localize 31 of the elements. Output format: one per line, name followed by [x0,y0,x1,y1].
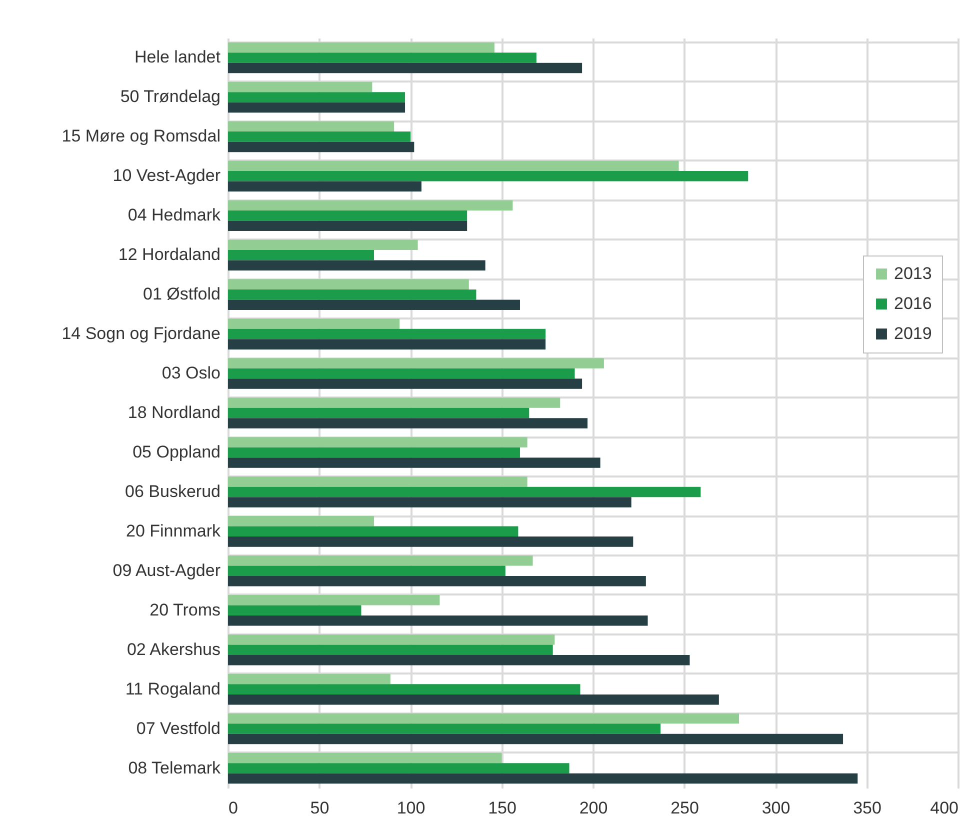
y-tick-label: 03 Oslo [162,364,220,383]
y-tick-label: 11 Rogaland [125,679,220,698]
y-tick-label: 04 Hedmark [128,206,221,225]
y-tick-label: 18 Nordland [128,403,220,422]
x-tick-label: 400 [930,798,958,818]
y-tick-label: 05 Oppland [132,442,220,462]
y-tick-label: 01 Østfold [143,284,220,304]
y-tick-label: 12 Hordaland [118,245,220,264]
y-tick-label: 10 Vest-Agder [112,166,221,186]
y-tick-label: 07 Vestfold [136,718,220,738]
x-tick-label: 0 [228,798,238,818]
y-tick-label: 15 Møre og Romsdal [62,126,220,146]
y-tick-label: 20 Finnmark [126,521,221,540]
y-tick-label: 02 Akershus [126,640,220,659]
y-tick-label: 06 Buskerud [125,482,220,501]
legend-label: 2013 [894,264,932,283]
legend-label: 2019 [894,324,932,343]
y-tick-label: 09 Aust-Agder [112,560,221,580]
x-tick-label: 100 [396,798,426,818]
y-tick-label: 14 Sogn og Fjordane [62,324,220,344]
x-tick-label: 50 [310,798,330,818]
y-tick-label: 20 Troms [150,600,220,620]
x-tick-label: 350 [853,798,882,818]
y-tick-label: Hele landet [134,48,221,67]
y-tick-label: 50 Trøndelag [120,87,220,106]
x-tick-label: 200 [579,798,608,818]
x-tick-label: 250 [670,798,699,818]
x-tick-label: 300 [762,798,790,818]
y-tick-label: 08 Telemark [128,758,221,778]
legend-label: 2016 [894,294,932,313]
x-tick-label: 150 [488,798,516,818]
